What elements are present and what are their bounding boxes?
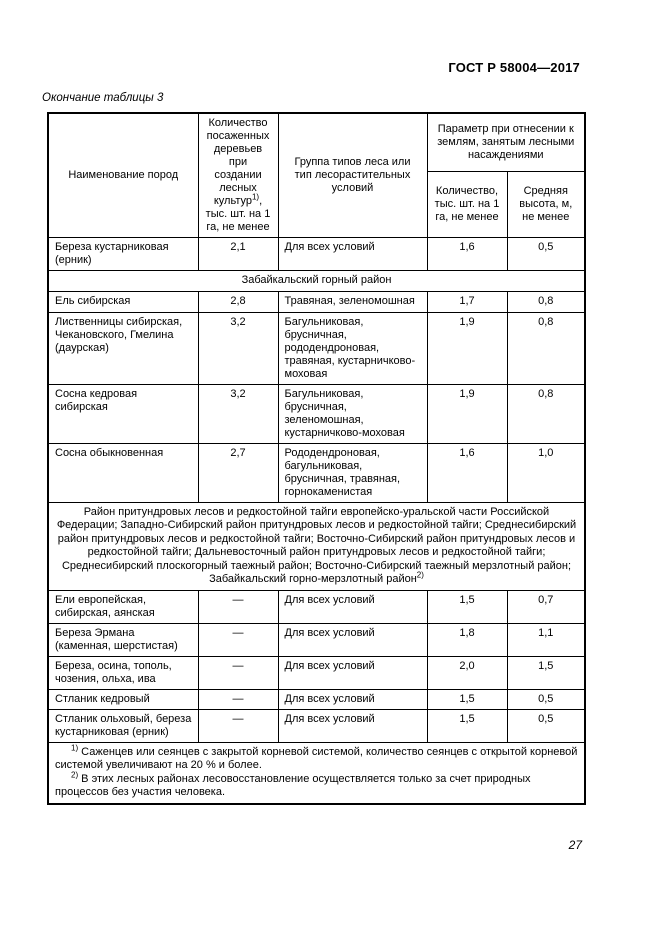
forest-group-cell: Для всех условий: [277, 688, 428, 710]
footnote-2-text: В этих лесных районах лесовосстановление…: [55, 772, 531, 799]
table-row: Стланик кедровый — Для всех условий 1,5 0,5: [47, 688, 586, 710]
param-quantity-cell: 1,6: [426, 237, 508, 271]
forest-group-cell: Для всех условий: [277, 708, 428, 743]
species-name-cell: Ели европейская, сибирская, аянская: [47, 589, 199, 624]
planted-count-cell: —: [197, 622, 279, 657]
param-quantity-cell: 2,0: [426, 655, 508, 690]
forest-group-cell: Для всех условий: [277, 589, 428, 624]
param-height-cell: 1,1: [506, 622, 586, 657]
param-height-cell: 0,8: [506, 290, 586, 313]
param-height-cell: 0,8: [506, 383, 586, 444]
species-name-cell: Сосна кедровая сибирская: [47, 383, 199, 444]
table-row: Ель сибирская 2,8 Травяная, зеленомошная 1,…: [47, 290, 586, 313]
footnote-ref-1-icon: 1): [251, 192, 260, 202]
param-quantity-cell: 1,9: [426, 311, 508, 385]
species-name-cell: Береза, осина, тополь, чозения, ольха, и…: [47, 655, 199, 690]
param-height-cell: 0,5: [506, 708, 586, 743]
species-name-cell: Береза кустарниковая (ерник): [47, 237, 199, 271]
header-planted-text: Количество посаженных деревьев при созда…: [206, 117, 270, 207]
planted-count-cell: 2,7: [197, 442, 279, 503]
forest-group-cell: Багульниковая, брусничная, рододендронов…: [277, 311, 428, 385]
document-reference: ГОСТ Р 58004—2017: [448, 60, 580, 75]
forest-group-cell: Рододендроновая, багульниковая, брусничн…: [277, 442, 428, 503]
planted-count-cell: 3,2: [197, 311, 279, 385]
forest-group-cell: Багульниковая, брусничная, зеленомошная,…: [277, 383, 428, 444]
species-name-cell: Стланик кедровый: [47, 688, 199, 710]
header-parameter-height: Средняя высота, м, не менее: [506, 171, 586, 238]
table-row: Лиственницы сибирская, Чекановского, Гме…: [47, 311, 586, 385]
param-quantity-cell: 1,5: [426, 688, 508, 710]
header-planted-count: Количество посаженных деревьев при созда…: [197, 112, 279, 238]
header-parameter-quantity: Количество, тыс. шт. на 1 га, не менее: [426, 171, 508, 238]
forest-group-cell: Для всех условий: [277, 622, 428, 657]
species-table: Наименование пород Количество посаженных…: [47, 112, 587, 805]
forest-group-cell: Для всех условий: [277, 237, 428, 271]
param-quantity-cell: 1,8: [426, 622, 508, 657]
header-species-name: Наименование пород: [47, 112, 199, 238]
param-height-cell: 1,0: [506, 442, 586, 503]
footnote-2: 2) В этих лесных районах лесовосстановле…: [55, 769, 578, 800]
planted-count-cell: 2,1: [197, 237, 279, 271]
table-row: Береза кустарниковая (ерник) 2,1 Для всех …: [47, 237, 586, 271]
param-quantity-cell: 1,9: [426, 383, 508, 444]
table-body: Береза кустарниковая (ерник) 2,1 Для всех …: [47, 237, 586, 743]
region-section-label: Район притундровых лесов и редкостойной …: [47, 501, 586, 591]
footnote-2-marker: 2): [71, 769, 79, 779]
page-number: 27: [568, 838, 582, 852]
region-section-label: Забайкальский горный район: [47, 270, 586, 292]
footnotes-cell: 1) Саженцев или сеянцев с закрытой корне…: [47, 741, 586, 804]
planted-count-cell: —: [197, 688, 279, 710]
header-parameter-group: Параметр при отнесении к землям, занятым…: [426, 112, 586, 173]
param-height-cell: 0,8: [506, 311, 586, 385]
planted-count-cell: 3,2: [197, 383, 279, 444]
table-row: Сосна обыкновенная 2,7 Рододендроновая, ба…: [47, 442, 586, 503]
param-height-cell: 0,5: [506, 237, 586, 271]
param-quantity-cell: 1,6: [426, 442, 508, 503]
footnote-1: 1) Саженцев или сеянцев с закрытой корне…: [55, 742, 578, 773]
table-row: Сосна кедровая сибирская 3,2 Багульниковая…: [47, 383, 586, 444]
table-footnotes: 1) Саженцев или сеянцев с закрытой корне…: [47, 741, 586, 804]
table-row: Ели европейская, сибирская, аянская — Для …: [47, 589, 586, 624]
param-quantity-cell: 1,5: [426, 589, 508, 624]
species-name-cell: Ель сибирская: [47, 290, 199, 313]
param-height-cell: 0,5: [506, 688, 586, 710]
param-height-cell: 1,5: [506, 655, 586, 690]
param-quantity-cell: 1,5: [426, 708, 508, 743]
planted-count-cell: —: [197, 589, 279, 624]
species-name-cell: Стланик ольховый, береза кустарниковая (…: [47, 708, 199, 743]
planted-count-cell: —: [197, 655, 279, 690]
header-forest-type-group: Группа типов леса или тип лесорастительн…: [277, 112, 428, 238]
species-name-cell: Сосна обыкновенная: [47, 442, 199, 503]
species-name-cell: Лиственницы сибирская, Чекановского, Гме…: [47, 311, 199, 385]
table-row: Стланик ольховый, береза кустарниковая (…: [47, 708, 586, 743]
table-row: Береза Эрмана (каменная, шерстистая) — Для…: [47, 622, 586, 657]
param-height-cell: 0,7: [506, 589, 586, 624]
forest-group-cell: Травяная, зеленомошная: [277, 290, 428, 313]
species-name-cell: Береза Эрмана (каменная, шерстистая): [47, 622, 199, 657]
table-caption: Окончание таблицы 3: [42, 92, 164, 104]
planted-count-cell: 2,8: [197, 290, 279, 313]
header-planted-units: , тыс. шт. на 1 га, не менее: [205, 195, 271, 233]
footnote-ref-2-icon: 2): [416, 570, 424, 580]
footnote-1-marker: 1): [71, 742, 79, 752]
footnote-1-text: Саженцев или сеянцев с закрытой корневой…: [55, 745, 578, 772]
region-section-row: Забайкальский горный район: [47, 270, 586, 292]
region-section-row: Район притундровых лесов и редкостойной …: [47, 501, 586, 591]
table-header: Наименование пород Количество посаженных…: [47, 112, 586, 238]
planted-count-cell: —: [197, 708, 279, 743]
forest-group-cell: Для всех условий: [277, 655, 428, 690]
param-quantity-cell: 1,7: [426, 290, 508, 313]
table-row: Береза, осина, тополь, чозения, ольха, и…: [47, 655, 586, 690]
